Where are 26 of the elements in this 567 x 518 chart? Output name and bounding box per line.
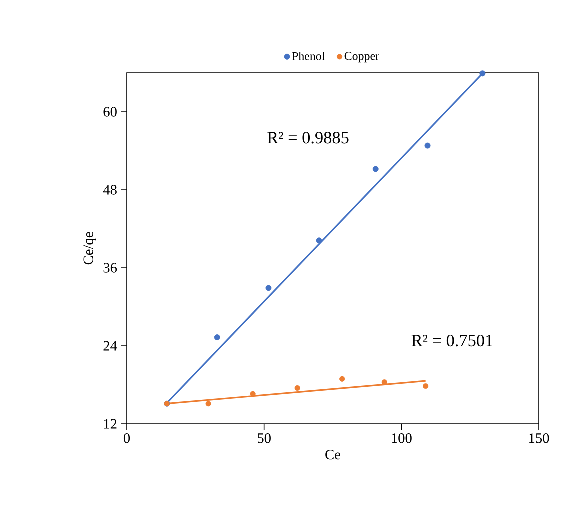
x-axis-title: Ce xyxy=(326,450,340,460)
annotation: R² = 0.7501 xyxy=(412,334,493,347)
y-tick-label: 36 xyxy=(104,263,118,273)
point xyxy=(423,384,429,390)
point xyxy=(206,401,212,407)
annotation: R² = 0.9885 xyxy=(268,132,349,144)
x-tick-label: 50 xyxy=(258,434,271,444)
point xyxy=(424,142,431,149)
x-tick-label: 100 xyxy=(392,434,412,444)
point xyxy=(372,166,379,172)
y-tick-label: 24 xyxy=(104,341,118,351)
x-tick-label: 150 xyxy=(530,434,550,444)
legend-label: Copper xyxy=(344,52,380,63)
x-tick-label: 0 xyxy=(124,434,130,444)
y-tick-label: 12 xyxy=(104,419,117,429)
point xyxy=(214,334,220,341)
point xyxy=(294,385,300,392)
y-tick-label: 48 xyxy=(103,185,117,195)
point xyxy=(316,238,322,244)
y-tick-label: 60 xyxy=(104,107,117,117)
y-axis-title: Ce/qe xyxy=(84,232,96,265)
legend-label: Phenol xyxy=(292,52,325,60)
point xyxy=(340,376,346,382)
point xyxy=(480,70,486,77)
point xyxy=(266,285,272,292)
point xyxy=(250,391,256,397)
